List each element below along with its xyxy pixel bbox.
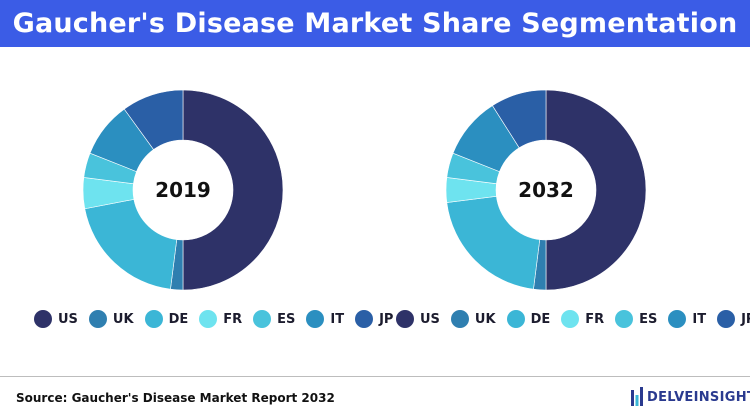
legend-swatch-jp [355,310,374,328]
legend-swatch-us [396,310,414,328]
legend-swatch-uk [450,310,469,328]
legend-item-es: ES [253,310,295,328]
center-label-2032: 2032 [518,178,574,202]
legend-item-fr: FR [561,310,604,328]
legend-label-uk: UK [474,311,496,327]
legend-item-uk: UK [450,310,496,328]
legend-swatch-de [506,310,525,328]
legend-label-de: DE [168,311,189,327]
legend-swatch-it [668,310,687,328]
donut-2019-svg [82,89,284,291]
slice-jp-2032 [492,89,547,149]
delveinsight-logo: DELVEINSIGHT [630,386,750,408]
legend-swatch-uk [88,310,107,328]
center-label-2019: 2019 [155,178,211,202]
legend-swatch-it [306,310,325,328]
legend-label-it: IT [692,311,707,327]
slice-us-2019 [182,89,284,291]
slice-de-2032 [446,195,541,290]
footer-divider [0,376,750,377]
legend-item-de: DE [506,310,551,328]
slice-de-2019 [84,199,178,290]
legend-label-es: ES [277,311,296,327]
legend-label-uk: UK [112,311,134,327]
legend-swatch-fr [199,310,218,328]
donut-chart-2019: 2019 [15,66,355,344]
chart-title: Gaucher's Disease Market Share Segmentat… [0,0,750,47]
legend-label-es: ES [639,311,658,327]
legend-label-us: US [420,311,440,327]
legend-label-jp: JP [379,311,394,327]
legend-2019: US UK DE FR ES IT JP [34,310,404,328]
donut-chart-2032: 2032 [378,66,718,344]
logo-text: DELVEINSIGHT [647,389,750,405]
legend-label-it: IT [330,311,345,327]
legend-label-fr: FR [585,311,605,327]
legend-item-it: IT [668,310,706,328]
legend-item-fr: FR [199,310,242,328]
legend-swatch-es [615,310,634,328]
legend-2032: US UK DE FR ES IT JP [396,310,750,328]
legend-swatch-es [253,310,272,328]
legend-swatch-jp [717,310,736,328]
legend-item-es: ES [615,310,657,328]
legend-item-uk: UK [88,310,134,328]
legend-item-it: IT [306,310,344,328]
legend-label-de: DE [530,311,551,327]
source-note: Source: Gaucher's Disease Market Report … [16,391,335,405]
legend-item-jp: JP [717,310,750,328]
legend-label-fr: FR [223,311,243,327]
legend-item-us: US [34,310,78,328]
legend-swatch-de [144,310,163,328]
slice-us-2032 [545,89,647,291]
slice-jp-2019 [123,89,184,150]
donut-2032-svg [445,89,647,291]
legend-label-jp: JP [741,311,750,327]
legend-swatch-us [34,310,52,328]
legend-item-de: DE [144,310,189,328]
legend-swatch-fr [561,310,580,328]
legend-item-us: US [396,310,440,328]
legend-item-jp: JP [355,310,393,328]
delveinsight-logo-icon [631,387,643,406]
legend-label-us: US [58,311,78,327]
